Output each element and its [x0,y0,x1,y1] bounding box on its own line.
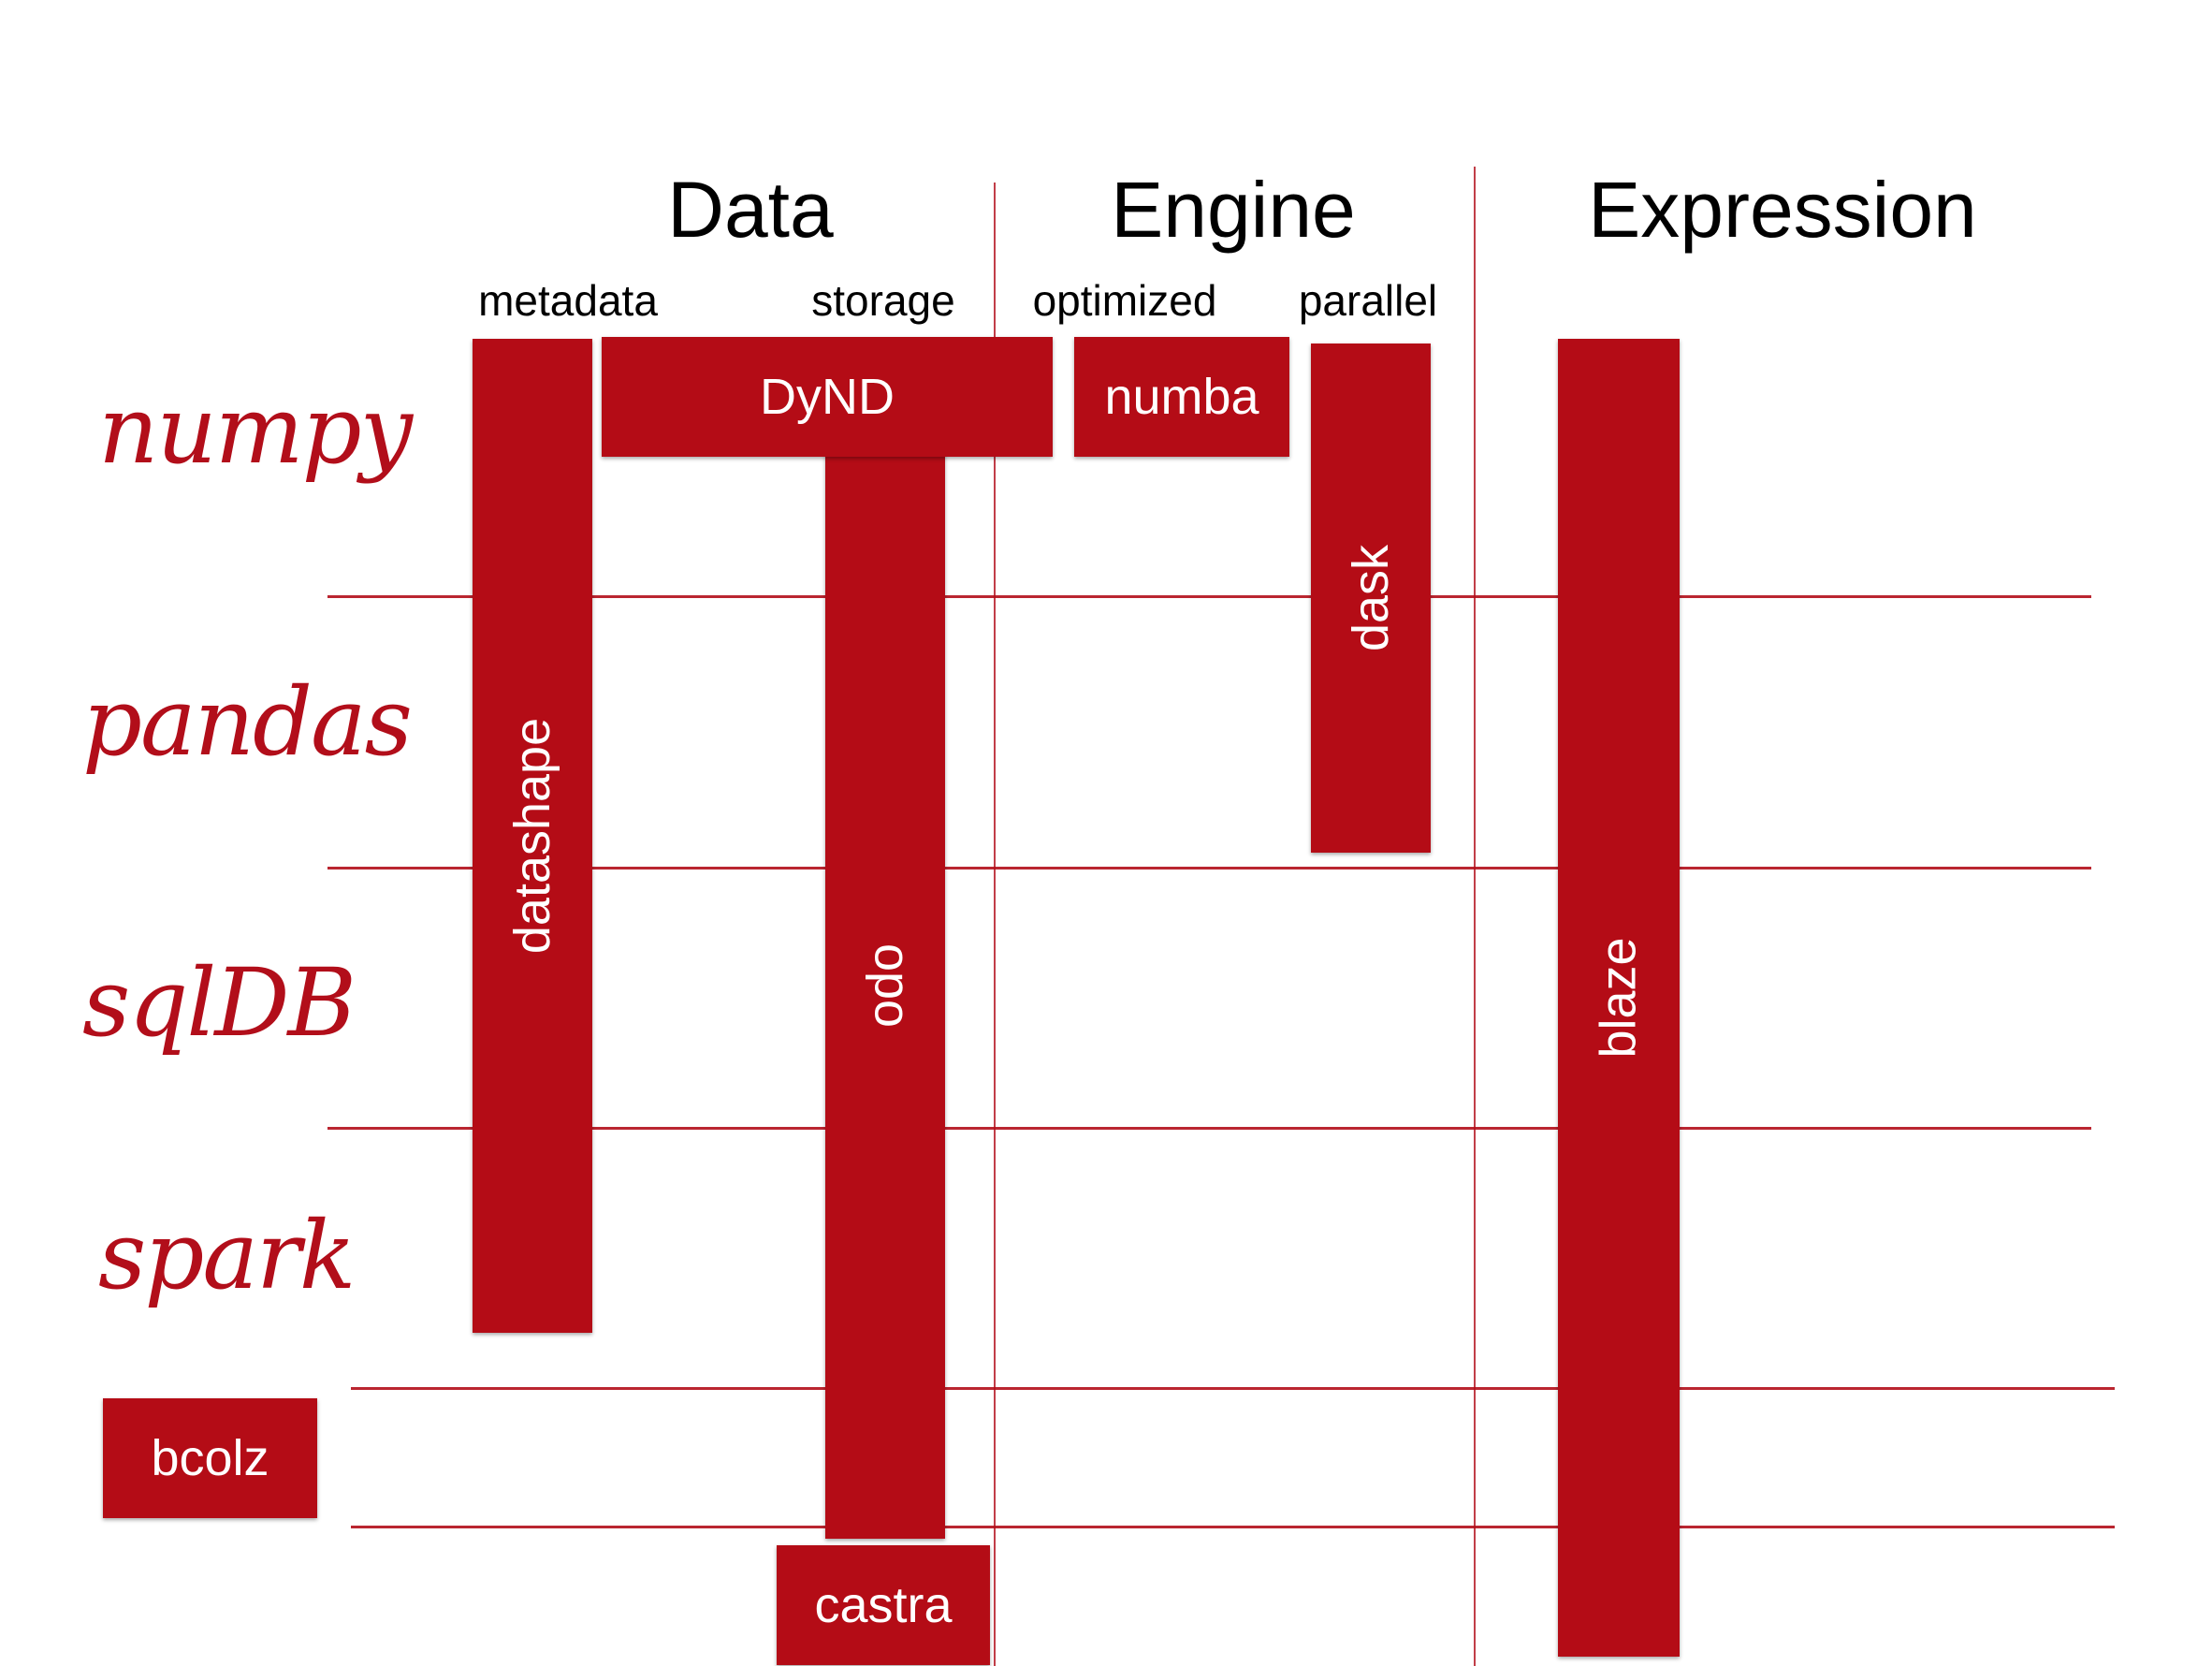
dynd-label: DyND [760,369,895,425]
row-label-spark: spark [98,1201,356,1310]
odo-box: odo [825,432,945,1539]
dask-box: dask [1311,343,1431,853]
row-divider-3 [327,1127,2091,1130]
row-divider-2 [327,867,2091,870]
datashape-box: datashape [473,339,592,1333]
column-title-expression: Expression [1588,166,1977,254]
numba-label: numba [1104,369,1259,425]
row-divider-5 [351,1526,2115,1528]
row-label-sqldb: sqlDB [82,948,357,1058]
row-label-numpy: numpy [98,375,413,485]
castra-label: castra [814,1577,953,1633]
row-divider-1 [327,595,2091,598]
odo-label: odo [856,943,913,1029]
bcolz-box: bcolz [103,1398,317,1518]
row-divider-4 [351,1387,2115,1390]
column-title-data: Data [667,166,834,254]
subcolumn-title-parallel: parallel [1298,276,1438,325]
datashape-label: datashape [504,717,561,955]
subcolumn-title-storage: storage [811,276,955,325]
dynd-box: DyND [602,337,1053,457]
column-divider-2 [1474,167,1476,1666]
blaze-box: blaze [1558,339,1680,1657]
dask-label: dask [1342,544,1399,652]
column-title-engine: Engine [1111,166,1356,254]
bcolz-label: bcolz [151,1430,269,1486]
numba-box: numba [1074,337,1289,457]
row-label-pandas: pandas [82,667,413,777]
subcolumn-title-metadata: metadata [478,276,658,325]
castra-box: castra [777,1545,990,1665]
blaze-label: blaze [1591,937,1647,1059]
subcolumn-title-optimized: optimized [1032,276,1217,325]
column-divider-1 [994,183,996,1666]
